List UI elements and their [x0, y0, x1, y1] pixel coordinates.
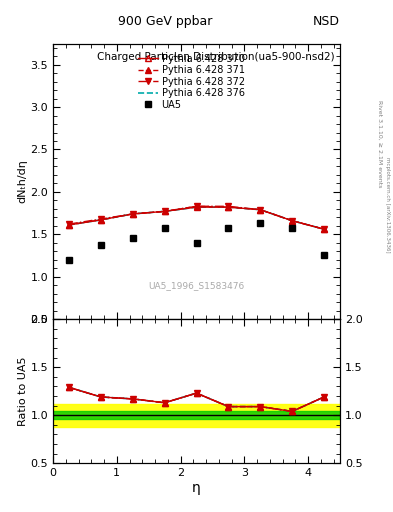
X-axis label: η: η — [192, 481, 201, 495]
Pythia 6.428 376 — [290, 218, 294, 224]
UA5 — [67, 257, 72, 263]
Pythia 6.428 372 — [99, 216, 103, 222]
Line: Pythia 6.428 370: Pythia 6.428 370 — [66, 204, 327, 232]
UA5 — [99, 242, 103, 248]
Pythia 6.428 370 — [162, 208, 167, 215]
Pythia 6.428 371 — [130, 211, 135, 217]
UA5 — [321, 251, 326, 258]
UA5 — [194, 240, 199, 246]
Pythia 6.428 372 — [194, 203, 199, 209]
Pythia 6.428 371 — [226, 204, 231, 210]
Pythia 6.428 370 — [130, 211, 135, 217]
Pythia 6.428 372 — [162, 208, 167, 215]
UA5 — [162, 225, 167, 231]
Line: UA5: UA5 — [66, 220, 327, 263]
Line: Pythia 6.428 376: Pythia 6.428 376 — [69, 207, 324, 229]
Pythia 6.428 376 — [130, 211, 135, 217]
Text: Charged Particleη Distribution(ua5-900-nsd2): Charged Particleη Distribution(ua5-900-n… — [97, 52, 334, 62]
Pythia 6.428 372 — [67, 221, 72, 227]
Pythia 6.428 370 — [99, 217, 103, 223]
Text: Rivet 3.1.10, ≥ 2.1M events: Rivet 3.1.10, ≥ 2.1M events — [377, 100, 382, 187]
Line: Pythia 6.428 371: Pythia 6.428 371 — [66, 203, 327, 232]
Pythia 6.428 376 — [67, 222, 72, 228]
Pythia 6.428 376 — [162, 208, 167, 215]
Pythia 6.428 372 — [321, 226, 326, 232]
UA5 — [258, 220, 263, 226]
Pythia 6.428 376 — [99, 217, 103, 223]
Pythia 6.428 376 — [194, 204, 199, 210]
Pythia 6.428 371 — [99, 217, 103, 223]
Pythia 6.428 370 — [290, 218, 294, 224]
Pythia 6.428 372 — [226, 203, 231, 209]
Bar — [53, 412, 340, 419]
Line: Pythia 6.428 372: Pythia 6.428 372 — [66, 203, 327, 232]
Pythia 6.428 370 — [194, 204, 199, 210]
Pythia 6.428 372 — [258, 207, 263, 213]
Pythia 6.428 370 — [321, 226, 326, 232]
Pythia 6.428 372 — [130, 211, 135, 217]
Text: UA5_1996_S1583476: UA5_1996_S1583476 — [149, 282, 244, 290]
Pythia 6.428 376 — [258, 207, 263, 213]
Pythia 6.428 371 — [162, 208, 167, 215]
Legend: Pythia 6.428 370, Pythia 6.428 371, Pythia 6.428 372, Pythia 6.428 376, UA5: Pythia 6.428 370, Pythia 6.428 371, Pyth… — [136, 52, 247, 112]
Text: mcplots.cern.ch [arXiv:1306.3436]: mcplots.cern.ch [arXiv:1306.3436] — [385, 157, 389, 252]
Pythia 6.428 370 — [258, 207, 263, 213]
Pythia 6.428 371 — [321, 226, 326, 232]
Text: NSD: NSD — [313, 15, 340, 28]
Pythia 6.428 370 — [67, 222, 72, 228]
UA5 — [226, 225, 231, 231]
Pythia 6.428 370 — [226, 204, 231, 210]
Pythia 6.428 371 — [194, 203, 199, 209]
Pythia 6.428 371 — [290, 218, 294, 224]
Pythia 6.428 372 — [290, 218, 294, 224]
Pythia 6.428 376 — [321, 226, 326, 232]
Pythia 6.428 376 — [226, 204, 231, 210]
Pythia 6.428 371 — [67, 222, 72, 228]
Text: 900 GeV ppbar: 900 GeV ppbar — [118, 15, 212, 28]
Y-axis label: Ratio to UA5: Ratio to UA5 — [18, 356, 28, 426]
UA5 — [130, 234, 135, 241]
UA5 — [290, 225, 294, 231]
Pythia 6.428 371 — [258, 207, 263, 213]
Y-axis label: dNₜh/dη: dNₜh/dη — [18, 159, 28, 203]
Bar — [53, 403, 340, 427]
